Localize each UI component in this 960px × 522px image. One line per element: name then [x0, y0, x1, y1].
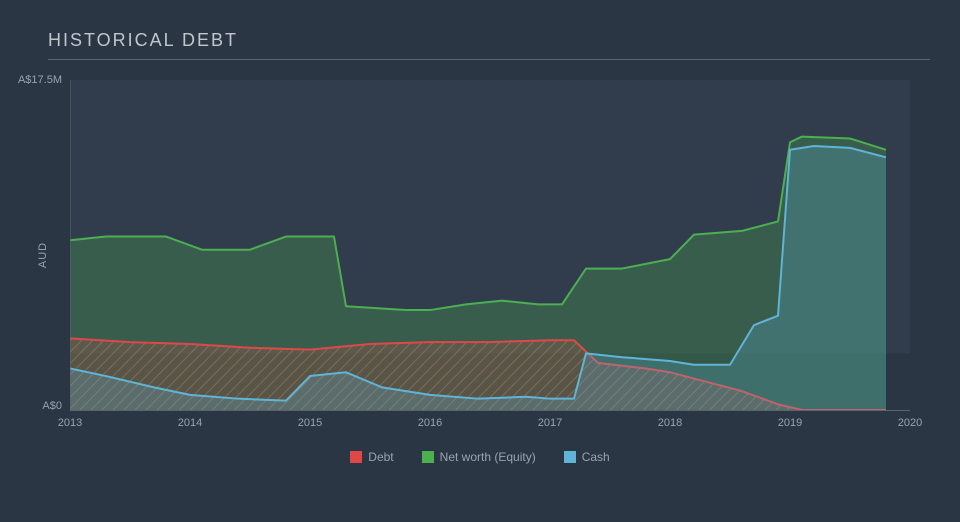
x-tick: 2018 — [658, 417, 682, 429]
x-tick: 2019 — [778, 417, 802, 429]
plot-area: A$17.5M A$0 AUD 201320142015201620172018… — [70, 80, 910, 430]
legend-item: Net worth (Equity) — [422, 450, 536, 464]
x-tick: 2020 — [898, 417, 922, 429]
y-tick-max: A$17.5M — [18, 74, 62, 86]
chart-svg — [70, 80, 910, 410]
title-divider — [48, 59, 930, 60]
legend-item: Debt — [350, 450, 393, 464]
x-tick: 2014 — [178, 417, 202, 429]
legend-item: Cash — [564, 450, 610, 464]
chart-container: HISTORICAL DEBT A$17.5M A$0 AUD 2013 2014… — [0, 0, 960, 522]
legend: Debt Net worth (Equity) Cash — [20, 450, 940, 464]
x-axis: 20132014201520162017201820192020 — [70, 410, 910, 430]
x-tick: 2017 — [538, 417, 562, 429]
x-tick: 2016 — [418, 417, 442, 429]
y-tick-min: A$0 — [42, 400, 62, 412]
legend-swatch — [422, 451, 434, 463]
x-tick: 2013 — [58, 417, 82, 429]
legend-swatch — [564, 451, 576, 463]
legend-label: Net worth (Equity) — [440, 450, 536, 464]
legend-label: Cash — [582, 450, 610, 464]
chart-title: HISTORICAL DEBT — [48, 30, 940, 51]
x-tick: 2015 — [298, 417, 322, 429]
legend-label: Debt — [368, 450, 393, 464]
y-axis-label: AUD — [37, 242, 49, 268]
legend-swatch — [350, 451, 362, 463]
